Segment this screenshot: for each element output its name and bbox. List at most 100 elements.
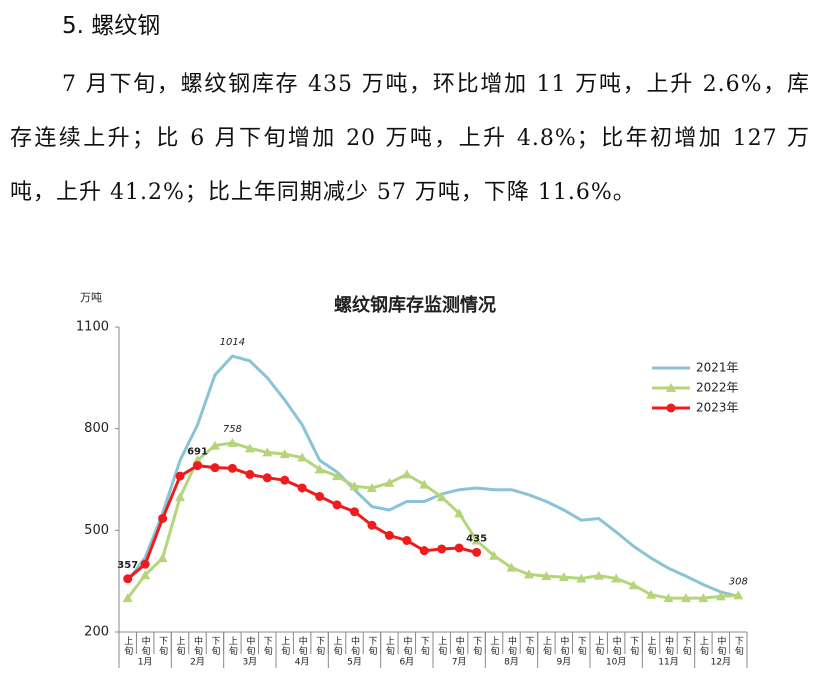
point — [384, 530, 394, 540]
x-tick-label: 上旬 — [698, 636, 709, 656]
x-tick-label: 中旬 — [715, 635, 726, 656]
month-label: 5月 — [347, 657, 362, 668]
data-label: 1014 — [220, 337, 245, 348]
x-tick-label: 上旬 — [384, 636, 395, 656]
x-tick-label: 上旬 — [646, 636, 657, 656]
point — [209, 440, 220, 450]
point — [175, 492, 186, 502]
x-tick-label: 上旬 — [175, 636, 186, 656]
x-tick-label: 上旬 — [122, 636, 133, 656]
point — [646, 589, 657, 599]
x-tick-label: 上旬 — [227, 636, 238, 656]
x-tick-label: 中旬 — [454, 635, 465, 656]
point — [227, 463, 237, 473]
x-tick-label: 中旬 — [558, 635, 569, 656]
data-label: 308 — [729, 576, 748, 587]
point — [454, 508, 465, 518]
y-tick-label: 800 — [84, 421, 109, 436]
x-tick-label: 下旬 — [262, 636, 273, 656]
point — [193, 461, 202, 471]
x-tick-label: 下旬 — [314, 636, 325, 656]
point — [366, 482, 377, 492]
point — [349, 481, 360, 491]
x-tick-label: 下旬 — [523, 636, 534, 656]
series-line — [126, 354, 739, 598]
x-tick-label: 下旬 — [576, 636, 587, 656]
data-label: 691 — [187, 447, 208, 458]
point — [123, 574, 133, 584]
y-tick-label: 200 — [84, 625, 109, 640]
point — [698, 593, 709, 603]
point — [332, 471, 343, 481]
point — [279, 449, 290, 459]
x-tick-label: 中旬 — [663, 635, 674, 656]
point — [227, 437, 238, 447]
point — [680, 593, 691, 603]
point — [122, 593, 133, 603]
point — [437, 544, 447, 554]
x-tick-label: 上旬 — [279, 636, 290, 656]
point — [436, 492, 447, 502]
point — [523, 569, 534, 579]
point — [244, 443, 255, 453]
point — [402, 536, 412, 545]
x-tick-label: 下旬 — [209, 636, 220, 656]
x-tick-label: 下旬 — [471, 636, 482, 656]
point — [315, 491, 325, 501]
point — [611, 573, 622, 583]
month-label: 12月 — [711, 657, 731, 668]
x-tick-label: 上旬 — [436, 636, 447, 656]
point — [332, 500, 342, 510]
point — [384, 477, 395, 487]
heading: 5. 螺纹钢 — [62, 13, 161, 39]
point — [663, 593, 674, 603]
x-tick-label: 下旬 — [157, 636, 168, 656]
point — [350, 507, 359, 517]
point — [158, 513, 168, 523]
x-tick-label: 中旬 — [140, 635, 151, 656]
point — [506, 562, 517, 572]
point — [558, 572, 569, 582]
x-tick-label: 中旬 — [297, 635, 308, 656]
series-line — [126, 441, 739, 600]
legend-marker — [666, 383, 676, 392]
point — [733, 590, 744, 600]
point — [628, 580, 639, 590]
point — [262, 473, 272, 483]
x-tick-label: 中旬 — [244, 635, 255, 656]
point — [140, 570, 151, 580]
y-tick-label: 500 — [84, 523, 109, 538]
month-label: 8月 — [504, 657, 519, 668]
point — [489, 550, 500, 560]
point — [262, 447, 273, 457]
point — [541, 571, 552, 581]
x-tick-label: 中旬 — [611, 635, 622, 656]
point — [297, 483, 307, 493]
month-label: 7月 — [452, 657, 467, 668]
x-tick-label: 下旬 — [628, 636, 639, 656]
x-tick-label: 下旬 — [366, 636, 377, 656]
data-label: 435 — [466, 533, 487, 544]
y-tick-label: 1100 — [76, 320, 109, 335]
point — [472, 547, 482, 557]
point — [454, 543, 464, 553]
month-label: 4月 — [295, 657, 310, 668]
point — [715, 591, 726, 601]
point — [471, 535, 482, 545]
x-tick-label: 上旬 — [332, 636, 343, 656]
point — [140, 559, 150, 569]
point — [245, 469, 255, 479]
x-tick-label: 中旬 — [506, 635, 517, 656]
x-tick-label: 上旬 — [593, 636, 604, 656]
month-label: 2月 — [190, 657, 205, 668]
point — [157, 553, 168, 563]
month-label: 3月 — [242, 657, 257, 668]
point — [314, 464, 325, 474]
x-tick-label: 上旬 — [541, 636, 552, 656]
point — [576, 573, 587, 583]
point — [419, 546, 429, 556]
x-tick-label: 中旬 — [401, 635, 412, 656]
x-tick-label: 下旬 — [680, 636, 691, 656]
